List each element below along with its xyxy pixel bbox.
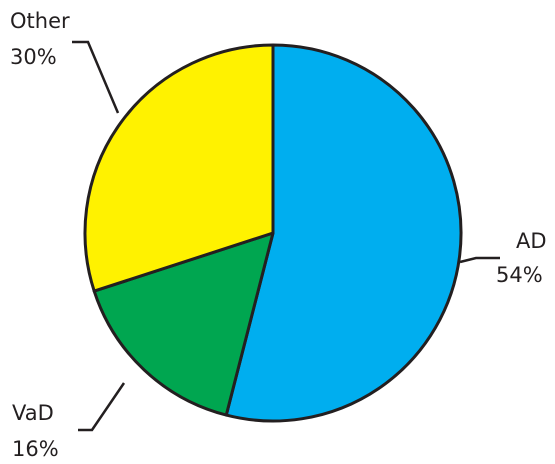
pie-slice-ad (224, 43, 463, 423)
pie-slices (83, 43, 463, 423)
slice-value-other: 30% (10, 45, 57, 69)
slice-label-other: Other (10, 9, 70, 33)
leader-line-ad (459, 256, 500, 264)
slice-value-ad: 54% (496, 263, 543, 287)
pie-slice-other (83, 43, 275, 293)
slice-value-vad: 16% (12, 437, 59, 461)
leader-line-other (72, 40, 120, 114)
pie-labels: Other 30% AD 54% VaD 16% (10, 9, 547, 461)
slice-label-ad: AD (516, 229, 547, 253)
leader-line-vad (78, 382, 126, 432)
slice-label-vad: VaD (12, 401, 54, 425)
pie-slice-vad (92, 231, 275, 417)
